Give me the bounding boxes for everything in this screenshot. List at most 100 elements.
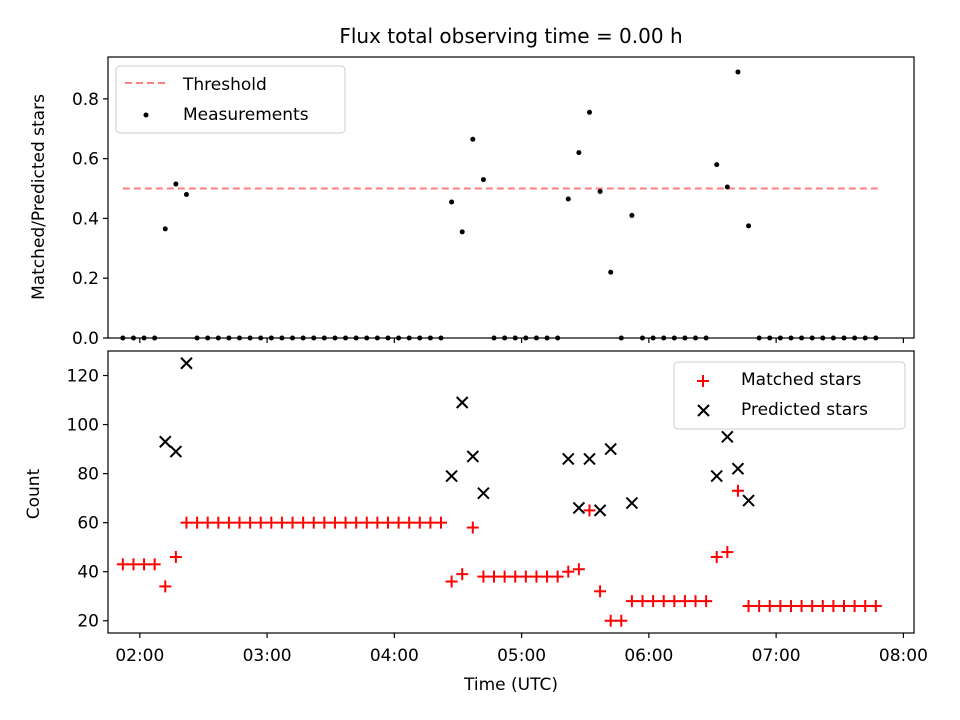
measurement-point bbox=[576, 150, 582, 156]
legend-measurements-label: Measurements bbox=[183, 105, 309, 125]
top-axes-frame bbox=[107, 56, 915, 339]
bottom-y-tick-label: 120 bbox=[67, 367, 99, 387]
matched-stars-point bbox=[424, 516, 437, 529]
measurement-point bbox=[586, 109, 592, 115]
bottom-y-tick-label: 20 bbox=[77, 612, 99, 632]
predicted-stars-point bbox=[445, 469, 458, 483]
matched-stars-point bbox=[127, 558, 140, 571]
predicted-stars-point bbox=[572, 501, 586, 515]
matched-stars-point bbox=[572, 563, 585, 576]
predicted-stars-point bbox=[742, 494, 755, 507]
matched-stars-point bbox=[381, 516, 394, 529]
top-y-label: Matched/Predicted stars bbox=[29, 94, 49, 300]
measurement-point bbox=[608, 269, 614, 275]
top-y-tick-label: 0.8 bbox=[72, 90, 99, 110]
predicted-stars-point bbox=[625, 496, 639, 510]
predicted-stars-point bbox=[721, 430, 734, 444]
bottom-x-tick-label: 02:00 bbox=[115, 646, 164, 666]
matched-stars-point bbox=[360, 516, 373, 529]
predicted-stars-point bbox=[604, 442, 617, 456]
matched-stars-point bbox=[700, 595, 713, 608]
top-y-tick-label: 0.4 bbox=[72, 209, 99, 229]
matched-stars-point bbox=[191, 516, 204, 529]
top-y-ticks: 0.0 0.2 0.4 0.6 0.8 bbox=[72, 90, 108, 349]
matched-stars-point bbox=[339, 516, 352, 529]
matched-stars-point bbox=[212, 516, 225, 529]
matched-stars-point bbox=[138, 558, 151, 571]
matched-stars-point bbox=[254, 516, 267, 529]
bottom-x-ticks: 02:00 03:00 04:00 05:00 06:00 07:00 08:00 bbox=[115, 633, 928, 666]
matched-stars-point bbox=[392, 516, 405, 529]
matched-stars-point bbox=[435, 516, 448, 529]
matched-stars-point bbox=[180, 516, 193, 529]
bottom-y-label: Count bbox=[24, 468, 44, 519]
predicted-stars-point bbox=[477, 487, 490, 500]
x-axis-label: Time (UTC) bbox=[463, 675, 558, 695]
matched-stars-point bbox=[647, 595, 660, 608]
top-y-tick-label: 0.6 bbox=[72, 150, 99, 170]
matched-stars-point bbox=[859, 600, 872, 613]
matched-stars-point bbox=[328, 516, 341, 529]
bottom-x-tick-label: 05:00 bbox=[497, 646, 546, 666]
measurement-point bbox=[449, 199, 455, 205]
matched-stars-point bbox=[753, 600, 766, 613]
predicted-stars-point bbox=[583, 452, 596, 466]
matched-stars-point bbox=[816, 600, 829, 613]
matched-stars-point bbox=[784, 600, 797, 613]
matched-stars-point bbox=[169, 550, 182, 563]
legend-matched-label: Matched stars bbox=[741, 370, 861, 390]
predicted-stars-point bbox=[710, 469, 723, 483]
bottom-x-tick-label: 06:00 bbox=[624, 646, 673, 666]
matched-stars-point bbox=[265, 516, 278, 529]
top-panel: Flux total observing time = 0.00 h 0.00.… bbox=[29, 24, 915, 349]
predicted-stars-point bbox=[466, 450, 480, 463]
legend-matched-swatch bbox=[697, 375, 709, 387]
measurement-point bbox=[183, 192, 189, 198]
bottom-panel: 20 40 60 80 100 120 02:00 03:00 04:00 05:00 06:00… bbox=[24, 350, 928, 695]
matched-stars-point bbox=[625, 595, 638, 608]
matched-stars-point bbox=[838, 600, 851, 613]
matched-stars-point bbox=[148, 558, 161, 571]
matched-stars-point bbox=[456, 568, 469, 581]
matched-stars-point bbox=[562, 565, 575, 578]
matched-stars-point bbox=[869, 600, 882, 613]
matched-stars-point bbox=[636, 595, 649, 608]
matched-stars-point bbox=[116, 558, 129, 571]
legend-predicted-swatch bbox=[697, 404, 710, 417]
bottom-y-tick-label: 80 bbox=[77, 465, 99, 485]
bottom-y-tick-label: 60 bbox=[77, 514, 99, 534]
predicted-stars-point bbox=[562, 452, 575, 466]
matched-stars-point bbox=[371, 516, 384, 529]
matched-stars-point bbox=[318, 516, 331, 529]
matched-stars-point bbox=[604, 614, 617, 627]
top-legend-box bbox=[115, 65, 346, 134]
matched-stars-point bbox=[307, 516, 320, 529]
matched-stars-point bbox=[848, 600, 861, 613]
matched-stars-point bbox=[244, 516, 257, 529]
measurement-point bbox=[173, 181, 179, 187]
matched-stars-point bbox=[466, 521, 479, 534]
bottom-x-tick-label: 03:00 bbox=[243, 646, 292, 666]
matched-stars-point bbox=[668, 595, 681, 608]
measurement-point bbox=[162, 226, 168, 232]
measurement-point bbox=[746, 223, 752, 229]
matched-stars-point bbox=[498, 570, 511, 583]
top-title: Flux total observing time = 0.00 h bbox=[339, 24, 682, 48]
measurement-point bbox=[480, 177, 486, 183]
matched-stars-point bbox=[721, 546, 734, 559]
predicted-stars-point bbox=[731, 462, 745, 475]
matched-stars-point bbox=[774, 600, 787, 613]
bottom-y-tick-label: 40 bbox=[77, 563, 99, 583]
matched-stars-point bbox=[233, 516, 246, 529]
matched-stars-point bbox=[275, 516, 288, 529]
matched-stars-point bbox=[806, 600, 819, 613]
matched-stars-point bbox=[509, 570, 522, 583]
matched-stars-point bbox=[201, 516, 214, 529]
measurement-point bbox=[724, 184, 730, 190]
matched-stars-point bbox=[742, 600, 755, 613]
matched-stars-point bbox=[795, 600, 808, 613]
matched-stars-point bbox=[222, 516, 235, 529]
matched-stars-point bbox=[594, 585, 607, 598]
legend-measurements-swatch bbox=[143, 112, 149, 118]
bottom-x-tick-label: 07:00 bbox=[752, 646, 801, 666]
